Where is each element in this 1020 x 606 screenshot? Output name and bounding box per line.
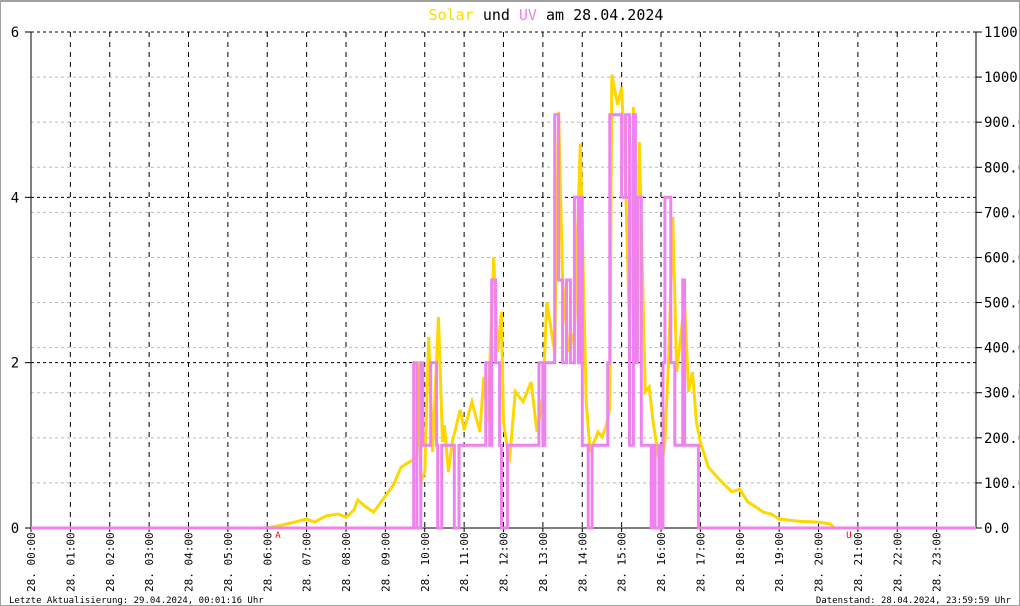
sun-marker: A	[275, 531, 281, 541]
right-axis-tick-label: 200.0	[984, 431, 1020, 447]
right-axis-tick-label: 0.0	[984, 521, 1009, 537]
x-axis-tick-label: 28. 18:00	[734, 532, 747, 592]
x-axis-tick-label: 28. 03:00	[143, 532, 156, 592]
sun-marker: U	[846, 531, 851, 541]
x-axis-tick-label: 28. 02:00	[104, 532, 117, 592]
x-axis-tick-label: 28. 17:00	[694, 532, 707, 592]
x-axis-tick-label: 28. 09:00	[379, 532, 392, 592]
x-axis-tick-label: 28. 08:00	[340, 532, 353, 592]
left-axis-tick-label: 2	[11, 356, 19, 372]
right-axis-tick-label: 300.0	[984, 386, 1020, 402]
x-axis-tick-label: 28. 13:00	[537, 532, 550, 592]
x-axis-tick-label: 28. 05:00	[222, 532, 235, 592]
left-axis-tick-label: 4	[11, 190, 19, 206]
x-axis-tick-label: 28. 06:00	[261, 532, 274, 592]
series-line-uv	[31, 113, 976, 530]
right-axis-tick-label: 500.0	[984, 296, 1020, 312]
right-axis-tick-label: 600.0	[984, 250, 1020, 266]
left-axis-tick-label: 0	[11, 521, 19, 537]
right-axis-tick-label: 1100	[984, 25, 1018, 41]
x-axis-tick-label: 28. 04:00	[183, 532, 196, 592]
right-axis-tick-label: 400.0	[984, 341, 1020, 357]
x-axis-tick-label: 28. 14:00	[576, 532, 589, 592]
x-axis-tick-label: 28. 21:00	[852, 532, 865, 592]
right-axis-tick-label: 1000	[984, 70, 1018, 86]
x-axis-tick-label: 28. 20:00	[813, 532, 826, 592]
x-axis-tick-label: 28. 12:00	[498, 532, 511, 592]
x-axis-tick-label: 28. 07:00	[301, 532, 314, 592]
x-axis-tick-label: 28. 19:00	[773, 532, 786, 592]
x-axis-tick-label: 28. 22:00	[891, 532, 904, 592]
last-update-text: Letzte Aktualisierung: 29.04.2024, 00:01…	[9, 596, 264, 606]
x-axis-tick-label: 28. 10:00	[419, 532, 432, 592]
x-axis-tick-label: 28. 15:00	[616, 532, 629, 592]
right-axis-tick-label: 900.0	[984, 115, 1020, 131]
right-axis-tick-label: 700.0	[984, 205, 1020, 221]
chart-title-part: UV	[519, 6, 537, 24]
x-axis-tick-label: 28. 01:00	[64, 532, 77, 592]
right-axis-tick-label: 800.0	[984, 160, 1020, 176]
chart-title-part: und	[474, 6, 519, 24]
left-axis-tick-label: 6	[11, 25, 19, 41]
chart-title-part: Solar	[429, 6, 474, 24]
chart-title-part: am 28.04.2024	[537, 6, 663, 24]
series-line-solar	[31, 74, 976, 530]
x-axis-tick-label: 28. 00:00	[25, 532, 38, 592]
right-axis-tick-label: 100.0	[984, 476, 1020, 492]
data-status-text: Datenstand: 28.04.2024, 23:59:59 Uhr	[816, 596, 1012, 606]
x-axis-tick-label: 28. 23:00	[931, 532, 944, 592]
x-axis-tick-label: 28. 16:00	[655, 532, 668, 592]
x-axis-tick-label: 28. 11:00	[458, 532, 471, 592]
